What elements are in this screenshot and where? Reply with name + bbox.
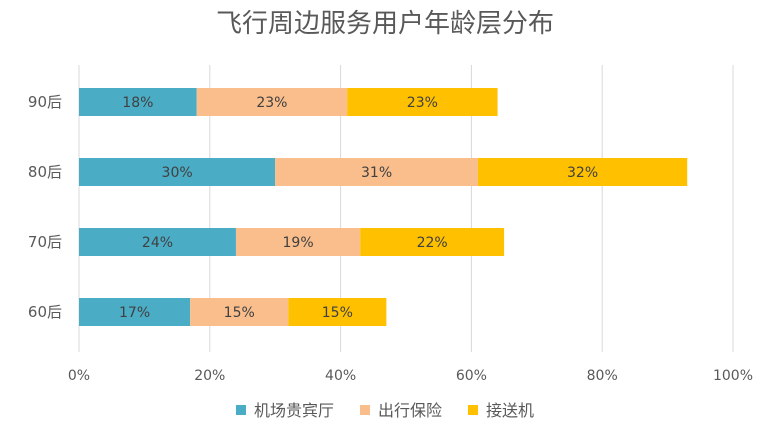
bar-segment	[79, 228, 236, 256]
bar-segment	[79, 298, 191, 326]
bar-segment	[79, 88, 197, 116]
bar-segment	[196, 88, 348, 116]
bar-value-label: 18%	[122, 95, 153, 111]
bar-value-label: 15%	[224, 305, 255, 321]
bar-value-label: 19%	[283, 235, 314, 251]
category-label: 70后	[28, 233, 62, 251]
bar-segment	[360, 228, 505, 256]
bar-value-label: 23%	[256, 95, 287, 111]
bar-value-label: 22%	[417, 235, 448, 251]
bar-segment	[190, 298, 289, 326]
bar-value-label: 15%	[322, 305, 353, 321]
bar-labels: 18% 23% 23% 30% 31% 32% 24% 19% 22% 17% 15% 15%	[119, 95, 598, 321]
axis-labels: 0% 20% 40% 60% 80% 100% 90后 80后 70后 60后	[28, 93, 753, 384]
legend-label: 出行保险	[378, 401, 442, 420]
bar-value-label: 31%	[361, 165, 392, 181]
bar-segment	[235, 228, 361, 256]
category-label: 80后	[28, 163, 62, 181]
legend-swatch	[235, 405, 246, 415]
bars	[79, 88, 688, 326]
category-label: 90后	[28, 93, 62, 111]
chart-title: 飞行周边服务用户年龄层分布	[216, 9, 554, 39]
bar-value-label: 24%	[142, 235, 173, 251]
bar-segment	[275, 158, 478, 186]
bar-segment	[288, 298, 387, 326]
x-tick-label: 20%	[194, 368, 225, 384]
bar-segment	[347, 88, 498, 116]
legend: 机场贵宾厅 出行保险 接送机	[235, 401, 534, 420]
legend-label: 机场贵宾厅	[254, 401, 334, 420]
bar-value-label: 17%	[119, 305, 150, 321]
category-label: 60后	[28, 303, 62, 321]
x-tick-label: 80%	[587, 368, 618, 384]
x-tick-label: 0%	[68, 368, 90, 384]
legend-label: 接送机	[486, 401, 534, 420]
x-tick-label: 60%	[456, 368, 487, 384]
legend-swatch	[359, 405, 370, 415]
bar-value-label: 23%	[407, 95, 438, 111]
bar-value-label: 32%	[567, 165, 598, 181]
bar-value-label: 30%	[162, 165, 193, 181]
x-tick-label: 100%	[713, 368, 753, 384]
bar-segment	[79, 158, 276, 186]
x-tick-label: 40%	[325, 368, 356, 384]
bar-segment	[477, 158, 688, 186]
legend-swatch	[468, 405, 479, 415]
